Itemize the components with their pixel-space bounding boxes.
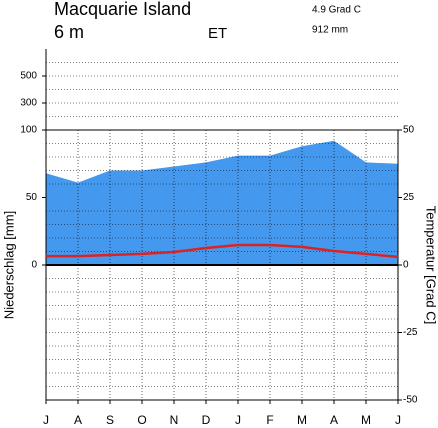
chart-title: Macquarie Island [54, 0, 191, 19]
x-tick-label: F [266, 413, 273, 427]
y2-tick-label: 0 [403, 260, 409, 271]
y2-axis-label: Temperatur [Grad C] [424, 206, 438, 325]
x-tick-label: J [43, 413, 49, 427]
y2-tick-label: -50 [403, 395, 418, 406]
x-tick-label: M [361, 413, 371, 427]
y2-tick-label: 25 [403, 192, 415, 203]
x-tick-label: M [297, 413, 307, 427]
y-tick-label: 300 [20, 98, 37, 109]
y-tick-label: 500 [20, 71, 37, 82]
annual-precipitation: 912 mm [312, 25, 348, 36]
x-tick-label: A [74, 413, 82, 427]
climate-class: ET [208, 25, 227, 42]
y-tick-label: 0 [31, 260, 37, 271]
mean-temperature: 4.9 Grad C [312, 5, 361, 16]
x-tick-label: A [330, 413, 338, 427]
x-tick-label: S [106, 413, 114, 427]
y2-tick-label: -25 [403, 327, 418, 338]
elevation: 6 m [54, 22, 84, 42]
y2-tick-label: 50 [403, 125, 415, 136]
x-tick-label: D [202, 413, 211, 427]
x-tick-label: J [235, 413, 241, 427]
y-axis-label: Niederschlag [mm] [1, 211, 16, 319]
temperature-line [46, 243, 399, 259]
x-tick-label: J [395, 413, 401, 427]
precipitation-area [46, 140, 398, 265]
x-tick-label: O [137, 413, 146, 427]
y-tick-label: 50 [26, 192, 38, 203]
y-tick-label: 100 [20, 125, 37, 136]
x-tick-label: N [170, 413, 179, 427]
